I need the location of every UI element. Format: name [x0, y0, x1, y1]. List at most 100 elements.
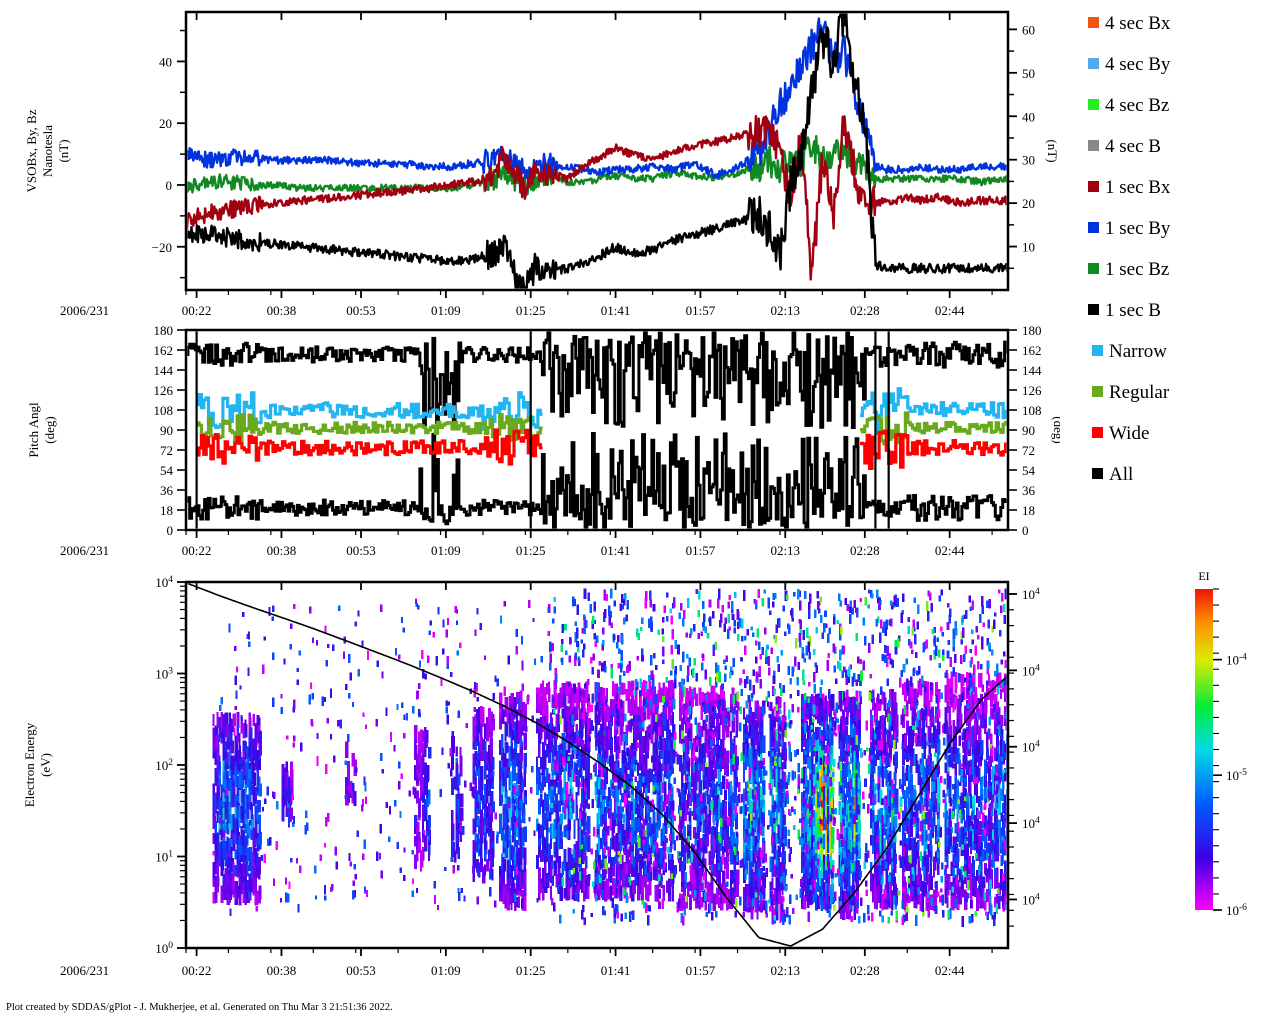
svg-text:101: 101 — [155, 850, 173, 865]
svg-text:144: 144 — [1022, 363, 1042, 378]
svg-text:(deg): (deg) — [1051, 416, 1060, 443]
svg-text:104: 104 — [1022, 892, 1040, 907]
legend-item-label: 1 sec B — [1105, 300, 1161, 321]
svg-text:104: 104 — [1022, 816, 1040, 831]
panel-pitch-angle: 0 0 18 18 36 36 54 54 72 72 90 90 108 108 126 126 144 144… — [26, 323, 1060, 558]
svg-text:10: 10 — [1022, 240, 1035, 255]
svg-text:2006/231: 2006/231 — [60, 303, 109, 318]
svg-text:18: 18 — [1022, 503, 1035, 518]
svg-text:VSOBx, By, Bz: VSOBx, By, Bz — [24, 109, 39, 192]
svg-text:104: 104 — [155, 575, 173, 590]
svg-text:01:25: 01:25 — [516, 543, 546, 558]
svg-text:90: 90 — [1022, 423, 1035, 438]
svg-text:01:41: 01:41 — [601, 303, 631, 318]
svg-text:Pitch Angl: Pitch Angl — [26, 402, 41, 458]
legend-swatch-icon — [1092, 427, 1103, 438]
svg-text:01:25: 01:25 — [516, 963, 546, 978]
svg-text:60: 60 — [1022, 22, 1035, 37]
panel-electron-spectrogram: 100 101 102 103 104 104 104 104 104 104 00:22 00:38… — [22, 575, 1040, 978]
svg-text:02:28: 02:28 — [850, 963, 880, 978]
svg-text:36: 36 — [160, 483, 174, 498]
svg-text:00:53: 00:53 — [346, 543, 376, 558]
svg-text:144: 144 — [154, 363, 174, 378]
svg-text:01:09: 01:09 — [431, 303, 461, 318]
svg-text:20: 20 — [1022, 196, 1035, 211]
svg-text:100: 100 — [155, 941, 173, 956]
legend-item-label: Regular — [1109, 382, 1170, 403]
legend-swatch-icon — [1092, 468, 1103, 479]
legend-swatch-icon — [1092, 345, 1103, 356]
svg-text:02:44: 02:44 — [935, 303, 965, 318]
svg-text:02:13: 02:13 — [770, 303, 800, 318]
svg-text:0: 0 — [166, 178, 173, 193]
svg-text:01:25: 01:25 — [516, 303, 546, 318]
svg-text:(nT): (nT) — [1045, 139, 1060, 162]
svg-text:0: 0 — [167, 523, 174, 538]
svg-text:54: 54 — [160, 463, 174, 478]
svg-text:50: 50 — [1022, 66, 1035, 81]
svg-text:40: 40 — [1022, 109, 1035, 124]
svg-text:2006/231: 2006/231 — [60, 963, 109, 978]
legend-item-label: 1 sec Bz — [1105, 259, 1170, 280]
svg-text:180: 180 — [154, 323, 174, 338]
svg-text:02:28: 02:28 — [850, 303, 880, 318]
legend-swatch-icon — [1088, 140, 1099, 151]
svg-text:02:13: 02:13 — [770, 543, 800, 558]
svg-text:02:44: 02:44 — [935, 543, 965, 558]
legend-item-label: 4 sec B — [1105, 136, 1161, 157]
svg-text:00:38: 00:38 — [267, 543, 297, 558]
svg-text:126: 126 — [154, 383, 174, 398]
svg-text:Electron Energy: Electron Energy — [22, 722, 37, 807]
svg-text:00:38: 00:38 — [267, 963, 297, 978]
figure-caption: Plot created by SDDAS/gPlot - J. Mukherj… — [6, 1002, 393, 1013]
svg-text:0: 0 — [1022, 523, 1029, 538]
svg-text:180: 180 — [1022, 323, 1042, 338]
svg-text:01:41: 01:41 — [601, 963, 631, 978]
svg-text:02:44: 02:44 — [935, 963, 965, 978]
legend-swatch-icon — [1088, 222, 1099, 233]
svg-text:20: 20 — [159, 116, 172, 131]
svg-text:104: 104 — [1022, 740, 1040, 755]
svg-text:00:22: 00:22 — [182, 303, 212, 318]
svg-text:00:53: 00:53 — [346, 963, 376, 978]
svg-text:01:09: 01:09 — [431, 963, 461, 978]
svg-text:00:38: 00:38 — [267, 303, 297, 318]
svg-text:90: 90 — [160, 423, 173, 438]
svg-text:104: 104 — [1022, 663, 1040, 678]
legend-swatch-icon — [1088, 58, 1099, 69]
legend-item-label: 1 sec By — [1105, 218, 1171, 239]
svg-text:Nanotesla: Nanotesla — [40, 125, 55, 177]
svg-text:02:28: 02:28 — [850, 543, 880, 558]
svg-text:00:53: 00:53 — [346, 303, 376, 318]
svg-text:72: 72 — [1022, 443, 1035, 458]
svg-text:103: 103 — [155, 667, 173, 682]
legend-swatch-icon — [1088, 17, 1099, 28]
legend-item-label: 1 sec Bx — [1105, 177, 1171, 198]
svg-text:54: 54 — [1022, 463, 1036, 478]
legend: 4 sec Bx 4 sec By 4 sec Bz 4 sec B 1 sec Bx 1… — [1078, 0, 1278, 520]
svg-text:108: 108 — [154, 403, 174, 418]
svg-text:(deg): (deg) — [42, 416, 57, 443]
svg-text:00:22: 00:22 — [182, 963, 212, 978]
svg-text:00:22: 00:22 — [182, 543, 212, 558]
svg-text:18: 18 — [160, 503, 173, 518]
svg-text:40: 40 — [159, 54, 172, 69]
legend-swatch-icon — [1088, 181, 1099, 192]
legend-swatch-icon — [1088, 99, 1099, 110]
svg-text:108: 108 — [1022, 403, 1042, 418]
legend-swatch-icon — [1088, 263, 1099, 274]
legend-item-label: Narrow — [1109, 341, 1168, 362]
svg-text:30: 30 — [1022, 153, 1035, 168]
svg-text:01:57: 01:57 — [686, 963, 716, 978]
legend-item-label: Wide — [1109, 423, 1150, 444]
svg-text:01:09: 01:09 — [431, 543, 461, 558]
svg-text:(nT): (nT) — [56, 139, 71, 162]
svg-text:02:13: 02:13 — [770, 963, 800, 978]
svg-text:2006/231: 2006/231 — [60, 543, 109, 558]
svg-text:162: 162 — [1022, 343, 1042, 358]
svg-text:102: 102 — [155, 758, 173, 773]
svg-text:−20: −20 — [152, 240, 172, 255]
legend-swatch-icon — [1092, 386, 1103, 397]
